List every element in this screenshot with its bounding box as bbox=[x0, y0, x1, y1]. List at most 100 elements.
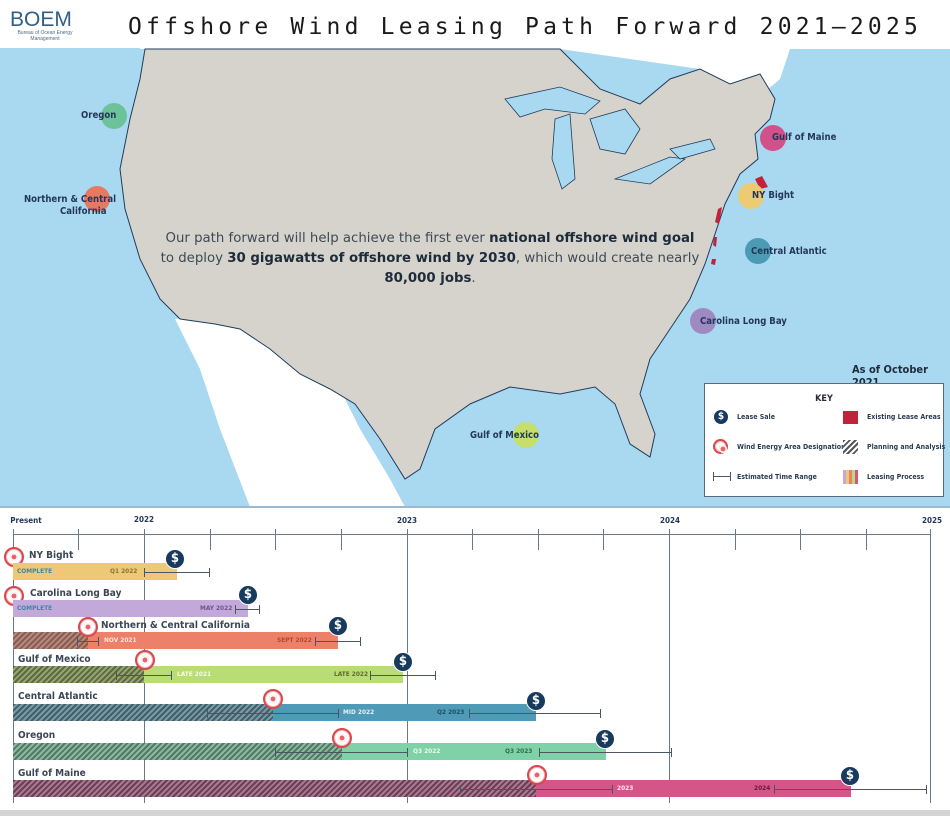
legend-planning: Planning and Analysis bbox=[867, 443, 946, 451]
bar-carolina bbox=[13, 600, 248, 617]
region-dot-gulf-of-mexico bbox=[513, 422, 539, 448]
time-range bbox=[77, 637, 99, 646]
legend-time-range: Estimated Time Range bbox=[737, 473, 817, 481]
region-dot-central-atlantic bbox=[745, 238, 771, 264]
us-map: Oregon Northern & Central California Gul… bbox=[0, 8, 950, 507]
bar-ny-bight bbox=[13, 563, 177, 580]
time-range bbox=[235, 605, 260, 614]
milestone-label: LATE 2022 bbox=[334, 670, 369, 678]
axis-2022: 2022 bbox=[133, 515, 155, 524]
planning-hatch bbox=[13, 632, 88, 649]
row-label-gulf-of-mexico: Gulf of Mexico bbox=[18, 654, 91, 665]
wea-label: LATE 2021 bbox=[177, 670, 212, 678]
region-label-gulf-of-mexico: Gulf of Mexico bbox=[470, 430, 539, 441]
legend-wea: Wind Energy Area Designation bbox=[737, 443, 846, 451]
target-icon bbox=[713, 439, 728, 454]
row-label-oregon: Oregon bbox=[18, 730, 56, 741]
red-square-icon bbox=[843, 411, 858, 424]
axis-present: Present bbox=[10, 516, 42, 525]
region-dot-oregon bbox=[101, 103, 127, 129]
wea-icon bbox=[332, 728, 352, 748]
status-label: COMPLETE bbox=[17, 567, 53, 575]
region-dot-california bbox=[84, 186, 110, 212]
legend-title: KEY bbox=[815, 394, 833, 404]
lease-sale-icon: $ bbox=[840, 766, 860, 786]
wea-label: 2023 bbox=[617, 784, 634, 792]
milestone-label: Q3 2023 bbox=[505, 747, 533, 755]
region-label-carolina: Carolina Long Bay bbox=[700, 316, 787, 327]
boem-logo: BOEM Bureau of Ocean Energy Management bbox=[10, 8, 92, 48]
legend: KEY $ Lease Sale Wind Energy Area Design… bbox=[704, 383, 946, 497]
lease-sale-icon: $ bbox=[165, 549, 185, 569]
row-label-gulf-of-maine: Gulf of Maine bbox=[18, 768, 86, 779]
axis-2024: 2024 bbox=[659, 516, 681, 525]
time-range bbox=[315, 637, 361, 646]
legend-leasing-process: Leasing Process bbox=[867, 473, 925, 481]
wea-icon bbox=[135, 650, 155, 670]
status-label: COMPLETE bbox=[17, 604, 53, 612]
time-range bbox=[144, 568, 210, 577]
wea-icon bbox=[78, 617, 98, 637]
row-label-central-atlantic: Central Atlantic bbox=[18, 691, 98, 702]
region-dot-ny-bight bbox=[738, 183, 764, 209]
region-label-ny-bight: NY Bight bbox=[752, 190, 795, 201]
milestone-label: MAY 2022 bbox=[200, 604, 233, 612]
region-dot-carolina bbox=[690, 308, 716, 334]
milestone-label: Q1 2022 bbox=[110, 567, 138, 575]
range-icon bbox=[713, 472, 731, 481]
time-range bbox=[539, 748, 672, 757]
frame-bottom bbox=[0, 810, 950, 816]
wea-label: NOV 2021 bbox=[104, 636, 137, 644]
time-range bbox=[370, 671, 436, 680]
wea-icon bbox=[263, 689, 283, 709]
milestone-label: 2024 bbox=[754, 784, 771, 792]
wea-label: MID 2022 bbox=[343, 708, 375, 716]
bar-california bbox=[88, 632, 338, 649]
bar-gulf-of-mexico bbox=[144, 666, 403, 683]
time-range bbox=[275, 748, 408, 757]
lease-sale-icon: $ bbox=[393, 652, 413, 672]
region-label-central-atlantic: Central Atlantic bbox=[751, 246, 827, 257]
lease-sale-icon: $ bbox=[526, 691, 546, 711]
planning-hatch bbox=[13, 704, 273, 721]
time-range bbox=[469, 709, 601, 718]
axis-2023: 2023 bbox=[396, 516, 418, 525]
region-label-oregon: Oregon bbox=[81, 110, 117, 121]
wea-icon bbox=[4, 547, 24, 567]
goal-statement: Our path forward will help achieve the f… bbox=[160, 231, 700, 286]
row-label-california: Northern & Central California bbox=[101, 620, 250, 631]
milestone-label: SEPT 2022 bbox=[277, 636, 312, 644]
hatch-icon bbox=[843, 440, 858, 454]
stripes-icon bbox=[843, 470, 858, 484]
time-range bbox=[116, 671, 172, 680]
dollar-icon: $ bbox=[713, 409, 729, 425]
legend-lease-sale: Lease Sale bbox=[737, 413, 775, 421]
lease-sale-icon: $ bbox=[238, 585, 258, 605]
milestone-label: Q2 2023 bbox=[437, 708, 465, 716]
bar-gulf-of-maine bbox=[536, 780, 851, 797]
logo-subtitle: Bureau of Ocean Energy Management bbox=[17, 30, 73, 42]
lease-sale-icon: $ bbox=[328, 616, 348, 636]
page-title: Offshore Wind Leasing Path Forward 2021–… bbox=[128, 14, 923, 40]
row-label-ny-bight: NY Bight bbox=[29, 550, 74, 561]
region-label-california-line2: California bbox=[60, 206, 107, 217]
wea-label: Q3 2022 bbox=[413, 747, 441, 755]
planning-hatch bbox=[13, 780, 536, 797]
lease-sale-icon: $ bbox=[595, 729, 615, 749]
time-range bbox=[774, 785, 927, 794]
header bbox=[0, 8, 950, 48]
row-label-carolina: Carolina Long Bay bbox=[30, 588, 122, 599]
region-label-california-line1: Northern & Central bbox=[24, 194, 117, 205]
wea-icon bbox=[527, 765, 547, 785]
bar-oregon bbox=[342, 743, 606, 760]
region-label-gulf-of-maine: Gulf of Maine bbox=[772, 132, 837, 143]
timeline: Present 2022 2023 2024 2025 NY Bight COM… bbox=[0, 506, 950, 818]
legend-existing-leases: Existing Lease Areas bbox=[867, 413, 941, 421]
planning-hatch bbox=[13, 743, 342, 760]
axis-2025: 2025 bbox=[921, 516, 943, 525]
logo-text: BOEM bbox=[10, 8, 72, 31]
time-range bbox=[460, 785, 613, 794]
planning-hatch bbox=[13, 666, 144, 683]
region-dot-gulf-of-maine bbox=[760, 125, 786, 151]
time-range bbox=[207, 709, 339, 718]
